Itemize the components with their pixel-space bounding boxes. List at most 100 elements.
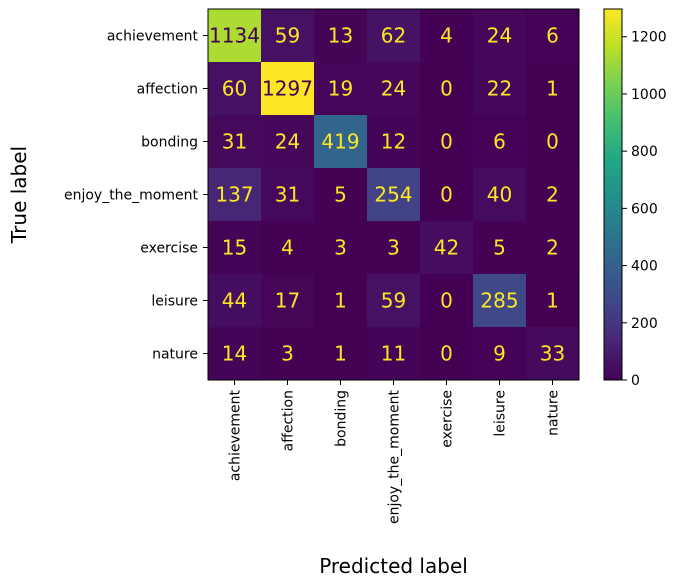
x-tick-label: achievement	[228, 389, 244, 481]
cell-value-label: 4	[440, 24, 453, 48]
heatmap-cell	[261, 115, 315, 169]
heatmap-cell	[526, 9, 580, 63]
heatmap-cell	[314, 168, 368, 222]
colorbar-tick-label: 200	[631, 316, 658, 332]
heatmap-cell	[420, 62, 474, 116]
heatmap-cell	[208, 221, 262, 275]
cell-value-label: 137	[215, 183, 253, 207]
cell-value-label: 31	[275, 183, 300, 207]
cell-value-labels: 1134 59 13 62 4 24 660 1297 19 24 0 22 131 24 419 12 0 6 0…	[209, 24, 565, 366]
colorbar	[603, 8, 623, 381]
heatmap-cell	[420, 9, 474, 63]
heatmap-cell	[526, 327, 580, 381]
cell-value-label: 6	[546, 24, 559, 48]
heatmap-cell	[367, 62, 421, 116]
cell-value-label: 0	[440, 130, 453, 154]
heatmap-cell	[526, 115, 580, 169]
heatmap-cell	[208, 62, 262, 116]
cell-value-label: 0	[440, 183, 453, 207]
cell-value-label: 3	[281, 342, 294, 366]
cell-value-label: 2	[546, 183, 559, 207]
cell-value-label: 1	[546, 77, 559, 101]
heatmap-cell	[526, 62, 580, 116]
heatmap-cell	[314, 221, 368, 275]
colorbar-tick-label: 600	[631, 201, 658, 217]
y-tick-label: nature	[152, 347, 198, 363]
heatmap-cell	[261, 9, 315, 63]
cell-value-label: 3	[334, 236, 347, 260]
cell-value-label: 62	[381, 24, 406, 48]
colorbar-tick-label: 800	[631, 144, 658, 160]
cell-value-label: 419	[321, 130, 359, 154]
cell-value-label: 14	[222, 342, 247, 366]
cell-value-label: 5	[334, 183, 347, 207]
heatmap-cell	[473, 115, 527, 169]
heatmap-cell	[473, 274, 527, 328]
heatmap-cell	[420, 221, 474, 275]
heatmap-cell	[473, 9, 527, 63]
cell-value-label: 15	[222, 236, 247, 260]
heatmap-cell	[420, 168, 474, 222]
cell-value-label: 12	[381, 130, 406, 154]
cell-value-label: 1134	[209, 24, 260, 48]
x-axis-title: Predicted label	[319, 554, 468, 578]
y-tick-label: achievement	[107, 29, 199, 45]
heatmap-cells	[208, 9, 580, 381]
cell-value-label: 19	[328, 77, 353, 101]
heatmap-cell	[261, 327, 315, 381]
heatmap-cell	[261, 168, 315, 222]
y-axis: achievement affection bonding enjoy_the_mom…	[64, 29, 208, 363]
cell-value-label: 22	[487, 77, 512, 101]
heatmap-cell	[208, 9, 262, 63]
heatmap-cell	[420, 274, 474, 328]
heatmap-cell	[261, 221, 315, 275]
heatmap-cell	[473, 168, 527, 222]
heatmap-cell	[367, 221, 421, 275]
heatmap-cell	[526, 168, 580, 222]
cell-value-label: 0	[440, 342, 453, 366]
cell-value-label: 3	[387, 236, 400, 260]
cell-value-label: 59	[275, 24, 300, 48]
x-tick-label: exercise	[440, 390, 456, 448]
heatmap-cell	[420, 115, 474, 169]
cell-value-label: 285	[480, 289, 518, 313]
heatmap-cell	[261, 274, 315, 328]
cell-value-label: 42	[434, 236, 459, 260]
y-tick-label: exercise	[140, 241, 198, 257]
heatmap-cell	[473, 327, 527, 381]
cell-value-label: 1	[334, 289, 347, 313]
heatmap-cell	[420, 327, 474, 381]
cell-value-label: 60	[222, 77, 247, 101]
heatmap-cell	[208, 327, 262, 381]
colorbar-tick-label: 1000	[631, 87, 667, 103]
y-tick-label: enjoy_the_moment	[64, 188, 199, 204]
cell-value-label: 0	[440, 77, 453, 101]
heatmap-cell	[367, 274, 421, 328]
cell-value-label: 1	[546, 289, 559, 313]
cell-value-label: 11	[381, 342, 406, 366]
x-tick-label: bonding	[334, 390, 350, 447]
cell-value-label: 44	[222, 289, 247, 313]
y-tick-label: bonding	[141, 135, 198, 151]
cell-value-label: 40	[487, 183, 512, 207]
cell-value-label: 24	[275, 130, 300, 154]
colorbar-tick-label: 400	[631, 259, 658, 275]
cell-value-label: 254	[374, 183, 412, 207]
colorbar-axis: 0 200 400 600 800 1000 1200	[622, 30, 667, 389]
heatmap-cell	[526, 274, 580, 328]
cell-value-label: 31	[222, 130, 247, 154]
cell-value-label: 4	[281, 236, 294, 260]
heatmap-cell	[314, 62, 368, 116]
y-axis-title: True label	[7, 146, 31, 244]
cell-value-label: 17	[275, 289, 300, 313]
heatmap-cell	[314, 9, 368, 63]
cell-value-label: 5	[493, 236, 506, 260]
cell-value-label: 24	[381, 77, 406, 101]
cell-value-label: 59	[381, 289, 406, 313]
heatmap-cell	[314, 274, 368, 328]
colorbar-tick-label: 0	[631, 373, 640, 389]
cell-value-label: 9	[493, 342, 506, 366]
cell-value-label: 6	[493, 130, 506, 154]
cell-value-label: 13	[328, 24, 353, 48]
